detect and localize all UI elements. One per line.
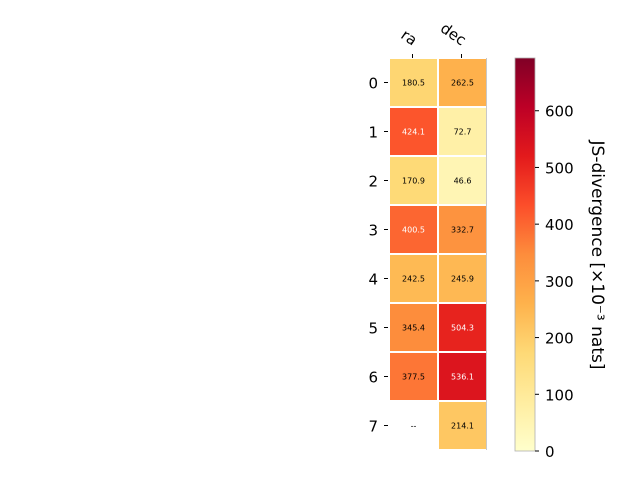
cell-value-label: 400.5	[402, 226, 425, 235]
heatmap-cell	[390, 108, 437, 155]
heatmap-cell	[390, 255, 437, 302]
heatmap-cell	[390, 206, 437, 253]
heatmap-cell	[390, 157, 437, 204]
cell-value-label: 72.7	[454, 128, 472, 137]
column-label: ra	[398, 26, 421, 50]
colorbar: 0 100 200 300 400 500 600	[514, 57, 574, 461]
column-label: dec	[437, 19, 469, 49]
heatmap-cell	[439, 304, 486, 351]
colorbar-tick-label: 0	[545, 443, 555, 461]
heatmap-cell	[390, 304, 437, 351]
cell-value-label: 377.5	[402, 373, 425, 382]
heatmap-cell	[439, 206, 486, 253]
cell-value-label: 424.1	[402, 128, 425, 137]
colorbar-label: JS-divergence [×10⁻³ nats]	[587, 140, 607, 370]
heatmap-cells: 180.5 262.5 424.1 72.7 170.9 46.6 400.5 332.7 24…	[390, 58, 487, 450]
heatmap-cell	[390, 353, 437, 400]
colorbar-tick-label: 500	[545, 159, 574, 177]
colorbar-tick-label: 100	[545, 386, 574, 404]
colorbar-tick-label: 600	[545, 103, 574, 121]
heatmap-cell	[439, 255, 486, 302]
column-labels: ra dec	[398, 19, 470, 58]
heatmap-cell	[439, 108, 486, 155]
colorbar-tick-label: 400	[545, 216, 574, 234]
cell-value-label: 245.9	[451, 275, 474, 284]
row-label: 5	[368, 320, 378, 338]
cell-value-label: 332.7	[451, 226, 474, 235]
row-label: 0	[368, 75, 378, 93]
heatmap-cell	[439, 59, 486, 106]
cell-value-label: 180.5	[402, 79, 425, 88]
heatmap-cell	[390, 59, 437, 106]
row-label: 3	[368, 222, 378, 240]
cell-value-label: 536.1	[451, 373, 474, 382]
colorbar-tick-label: 200	[545, 330, 574, 348]
row-label: 2	[368, 173, 378, 191]
row-label: 4	[368, 271, 378, 289]
heatmap-cell	[439, 353, 486, 400]
cell-value-label: 242.5	[402, 275, 425, 284]
cell-value-label: 345.4	[402, 324, 425, 333]
row-label: 7	[368, 418, 378, 436]
cell-value-label: 504.3	[451, 324, 474, 333]
cell-value-label: 262.5	[451, 79, 474, 88]
colorbar-tick-label: 300	[545, 273, 574, 291]
cell-value-label: 214.1	[451, 422, 474, 431]
colorbar-gradient	[514, 57, 536, 452]
cell-value-label: 46.6	[454, 177, 472, 186]
row-labels: 0 1 2 3 4 5 6 7	[368, 75, 388, 436]
row-label: 1	[368, 124, 378, 142]
row-label: 6	[368, 369, 378, 387]
cell-value-label: 170.9	[402, 177, 425, 186]
cell-value-label: --	[411, 422, 417, 431]
heatmap-cell	[439, 157, 486, 204]
heatmap-cell	[439, 402, 486, 449]
